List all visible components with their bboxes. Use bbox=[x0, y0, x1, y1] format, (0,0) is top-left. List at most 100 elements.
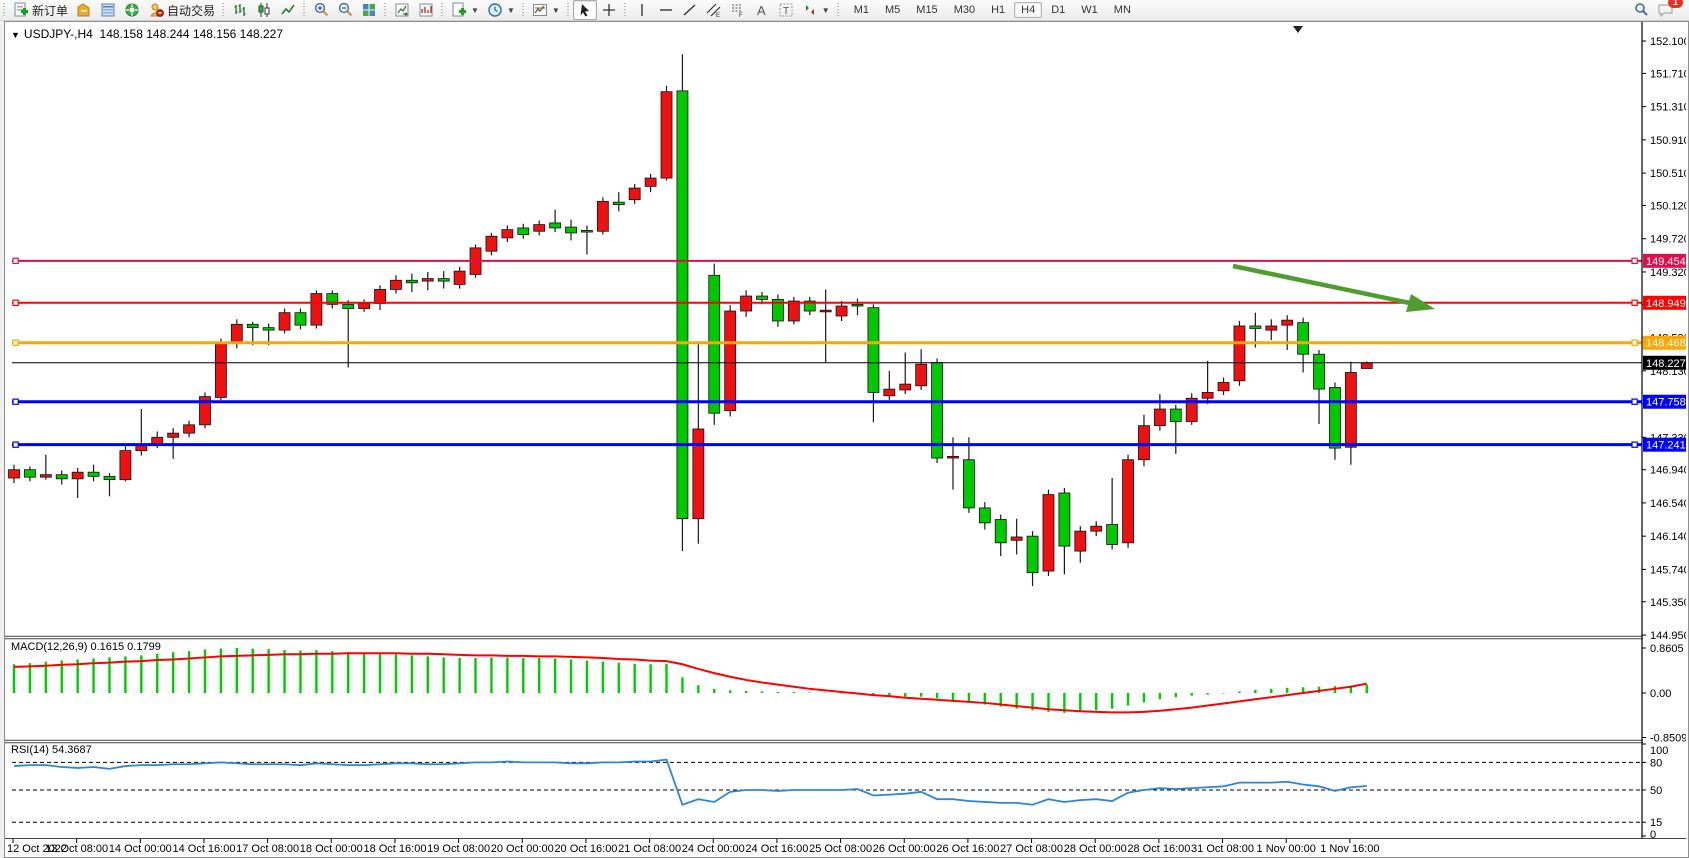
chart-templates-button[interactable]: ▼ bbox=[528, 0, 564, 20]
auto-trading-icon bbox=[148, 2, 164, 18]
line-anchor-handle[interactable] bbox=[12, 257, 19, 265]
vertical-line-icon bbox=[634, 2, 650, 18]
text-label-button[interactable]: T bbox=[774, 0, 798, 20]
price-level-axis-label bbox=[1643, 335, 1686, 350]
time-axis-label: 19 Oct 08:00 bbox=[427, 843, 490, 855]
text-button[interactable]: A bbox=[750, 0, 774, 20]
chart-profile-button[interactable] bbox=[72, 0, 96, 20]
price-level-axis-label bbox=[1643, 437, 1686, 452]
time-axis-label: 20 Oct 00:00 bbox=[491, 843, 554, 855]
line-anchor-handle[interactable] bbox=[1631, 299, 1638, 306]
line-anchor-handle[interactable] bbox=[1631, 398, 1638, 405]
candle-bullish bbox=[915, 363, 928, 387]
auto-trading-label: 自动交易 bbox=[167, 3, 216, 18]
timeframe-m1[interactable]: M1 bbox=[853, 4, 869, 16]
notifications-button[interactable]: 1 bbox=[1653, 0, 1683, 20]
auto-scroll-clock-button[interactable]: ▼ bbox=[483, 0, 519, 20]
price-level-axis-label-text: 148.227 bbox=[1646, 358, 1686, 370]
line-chart-button[interactable] bbox=[276, 0, 300, 20]
rsi-axis-tick: 50 bbox=[1650, 785, 1662, 797]
candle-bullish bbox=[533, 224, 546, 232]
fibonacci-button[interactable]: F bbox=[726, 0, 750, 20]
time-axis-label: 18 Oct 16:00 bbox=[363, 843, 426, 855]
candle-bullish bbox=[660, 91, 673, 179]
line-anchor-handle[interactable] bbox=[1631, 257, 1638, 265]
new-chart-button[interactable]: ▼ bbox=[447, 0, 483, 20]
price-axis-tick: 150.510 bbox=[1650, 168, 1686, 180]
candle-bullish bbox=[1010, 536, 1023, 541]
chart-window[interactable]: ▼ USDJPY-,H4 148.158 148.244 148.156 148.… bbox=[4, 21, 1689, 858]
svg-text:E: E bbox=[716, 13, 720, 18]
svg-text:T: T bbox=[783, 6, 789, 17]
rsi-axis-tick: 0 bbox=[1650, 829, 1656, 841]
timeframe-m30[interactable]: M30 bbox=[953, 4, 976, 16]
tile-windows-button[interactable] bbox=[357, 0, 381, 20]
timeframe-h1[interactable]: H1 bbox=[991, 4, 1006, 16]
line-anchor-handle[interactable] bbox=[12, 299, 19, 306]
crosshair-button[interactable] bbox=[597, 0, 621, 20]
periods-button[interactable] bbox=[414, 0, 438, 20]
timeframe-m5[interactable]: M5 bbox=[885, 4, 901, 16]
auto-scroll-clock-icon bbox=[487, 2, 503, 18]
search-button[interactable] bbox=[1629, 0, 1653, 20]
time-axis-label: 1 Nov 16:00 bbox=[1320, 843, 1379, 855]
candle-bullish bbox=[390, 279, 402, 290]
line-anchor-handle[interactable] bbox=[12, 339, 19, 346]
candle-bullish bbox=[628, 187, 641, 201]
timeframe-h4[interactable]: H4 bbox=[1014, 2, 1043, 18]
line-anchor-handle[interactable] bbox=[1631, 441, 1638, 448]
timeframe-mn[interactable]: MN bbox=[1113, 4, 1131, 16]
macd-indicator-label: MACD(12,26,9) 0.1615 0.1799 bbox=[11, 641, 161, 653]
macd-panel bbox=[12, 648, 1368, 714]
vertical-line-button[interactable] bbox=[630, 0, 654, 20]
candle-bullish bbox=[230, 323, 243, 343]
zoom-in-button[interactable] bbox=[309, 0, 333, 20]
price-axis-tick: 150.910 bbox=[1650, 135, 1686, 147]
navigator-button[interactable] bbox=[120, 0, 144, 20]
chart-shift-marker[interactable] bbox=[1293, 26, 1303, 33]
equidistant-channel-button[interactable]: E bbox=[702, 0, 726, 20]
market-watch-button[interactable] bbox=[96, 0, 120, 20]
trend-arrow-annotation[interactable] bbox=[1232, 263, 1411, 306]
candle-bearish bbox=[1297, 322, 1310, 355]
line-anchor-handle[interactable] bbox=[1631, 339, 1638, 346]
timeframe-m15[interactable]: M15 bbox=[916, 4, 938, 16]
arrow-objects-button[interactable]: ▼ bbox=[798, 0, 834, 20]
timeframe-w1[interactable]: W1 bbox=[1081, 4, 1098, 16]
candle-bullish bbox=[1185, 397, 1198, 422]
candle-bullish bbox=[692, 428, 705, 520]
indicators-button[interactable] bbox=[390, 0, 414, 20]
candle-bearish bbox=[581, 230, 593, 233]
timeframe-d1[interactable]: D1 bbox=[1051, 4, 1066, 16]
candle-bullish bbox=[1281, 319, 1294, 326]
auto-trading-button[interactable]: 自动交易 bbox=[144, 0, 219, 20]
line-anchor-handle[interactable] bbox=[12, 398, 19, 405]
new-order-button[interactable]: 新订单 bbox=[9, 0, 72, 20]
candles-layer bbox=[8, 54, 1373, 587]
price-level-axis-label bbox=[1643, 394, 1686, 409]
price-chart-plot[interactable]: 152.100 151.710 151.310 150.910 150.510 150.1… bbox=[5, 22, 1686, 855]
candle-bullish bbox=[167, 432, 180, 438]
candle-bullish bbox=[453, 270, 466, 285]
time-axis-label: 18 Oct 00:00 bbox=[300, 843, 363, 855]
horizontal-line-button[interactable] bbox=[654, 0, 678, 20]
main-toolbar: 新订单 自动交易 bbox=[0, 0, 1689, 21]
candle-bearish bbox=[549, 222, 562, 229]
bar-chart-button[interactable] bbox=[228, 0, 252, 20]
navigator-icon bbox=[124, 2, 140, 18]
time-axis-label: 28 Oct 16:00 bbox=[1127, 843, 1190, 855]
bar-chart-icon bbox=[232, 2, 248, 18]
expand-quotes-icon[interactable]: ▼ bbox=[11, 30, 20, 40]
candle-bullish bbox=[183, 424, 195, 434]
candle-bullish bbox=[1233, 325, 1246, 382]
candlestick-chart-button[interactable] bbox=[252, 0, 276, 20]
svg-text:A: A bbox=[757, 3, 766, 18]
zoom-out-button[interactable] bbox=[333, 0, 357, 20]
cursor-button[interactable] bbox=[572, 0, 597, 20]
candle-bullish bbox=[1122, 459, 1134, 544]
notification-badge: 1 bbox=[1668, 0, 1683, 8]
line-anchor-handle[interactable] bbox=[12, 441, 19, 448]
trendline-button[interactable] bbox=[678, 0, 702, 20]
price-axis-tick: 151.310 bbox=[1650, 102, 1686, 114]
